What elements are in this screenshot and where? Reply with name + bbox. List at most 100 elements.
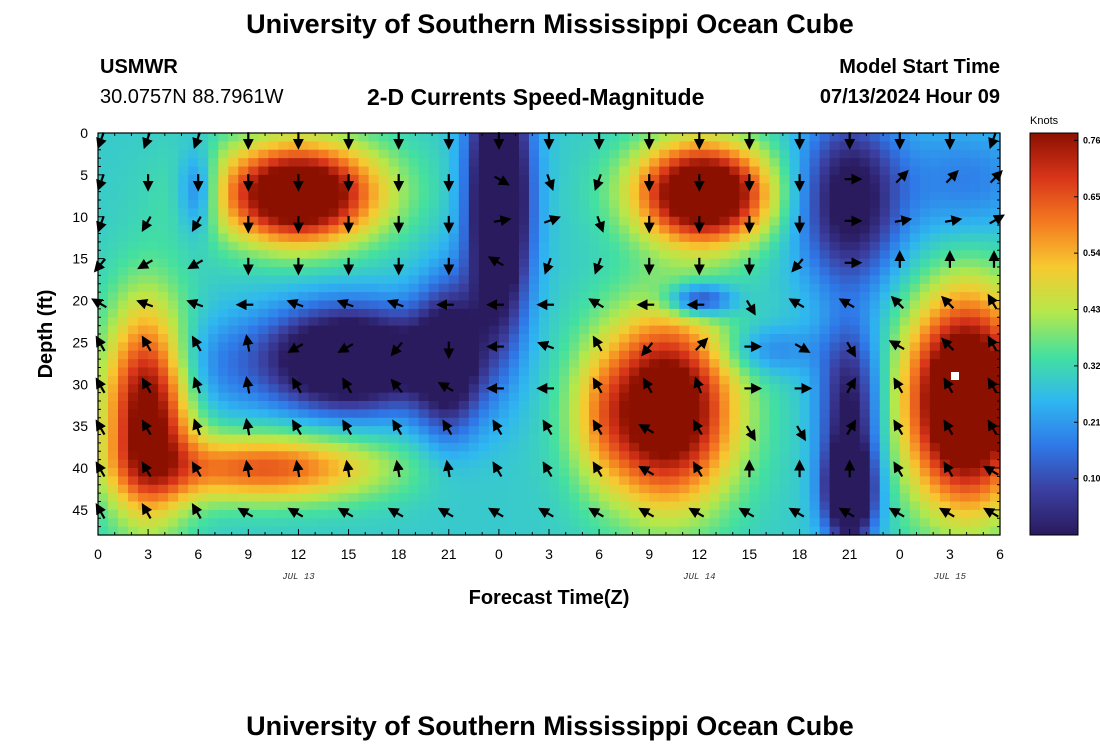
heatmap-cell (428, 300, 440, 310)
heatmap-cell (719, 426, 730, 436)
heatmap-cell (118, 174, 129, 184)
heatmap-cell (629, 241, 640, 251)
heatmap-cell (538, 216, 550, 226)
heatmap-cell (849, 133, 861, 142)
current-vector (543, 215, 561, 226)
heatmap-cell (438, 166, 450, 176)
heatmap-cell (759, 241, 771, 251)
heatmap-cell (759, 292, 771, 302)
heatmap-cell (559, 258, 570, 268)
heatmap-cell (929, 459, 941, 469)
heatmap-cell (478, 350, 490, 360)
heatmap-cell (358, 334, 370, 343)
heatmap-cell (949, 434, 961, 444)
heatmap-cell (709, 350, 720, 360)
heatmap-cell (759, 518, 771, 528)
heatmap-cell (508, 459, 520, 469)
heatmap-cell (919, 158, 931, 168)
heatmap-cell (498, 509, 510, 519)
heatmap-cell (348, 384, 360, 394)
heatmap-cell (518, 241, 530, 251)
heatmap-cell (138, 484, 149, 494)
heatmap-cell (198, 174, 209, 184)
heatmap-cell (729, 334, 741, 343)
heatmap-cell (128, 250, 139, 260)
heatmap-cell (98, 350, 109, 360)
heatmap-cell (599, 484, 610, 494)
heatmap-cell (909, 241, 921, 251)
heatmap-cell (108, 317, 119, 327)
heatmap-cell (649, 409, 660, 419)
heatmap-cell (308, 158, 320, 168)
heatmap-cell (899, 317, 911, 327)
heatmap-cell (809, 417, 821, 427)
heatmap-cell (448, 292, 460, 302)
heatmap-cell (729, 501, 741, 511)
heatmap-cell (158, 191, 169, 201)
heatmap-cell (559, 526, 570, 536)
heatmap-cell (669, 267, 680, 276)
heatmap-cell (358, 451, 370, 461)
heatmap-cell (238, 526, 249, 536)
heatmap-cell (318, 493, 330, 503)
heatmap-cell (488, 241, 500, 251)
heatmap-cell (478, 283, 490, 293)
heatmap-cell (879, 442, 891, 452)
heatmap-cell (929, 434, 941, 444)
heatmap-cell (619, 426, 630, 436)
heatmap-cell (869, 359, 881, 369)
heatmap-cell (278, 334, 290, 343)
heatmap-cell (478, 233, 490, 243)
heatmap-cell (348, 233, 360, 243)
heatmap-cell (328, 442, 340, 452)
heatmap-cell (829, 526, 841, 536)
heatmap-cell (318, 166, 330, 176)
heatmap-cell (739, 133, 751, 142)
heatmap-cell (428, 484, 440, 494)
current-vector (191, 335, 203, 352)
heatmap-cell (98, 442, 109, 452)
heatmap-cell (508, 166, 520, 176)
heatmap-cell (408, 526, 420, 536)
heatmap-cell (228, 359, 239, 369)
heatmap-cell (508, 359, 520, 369)
heatmap-cell (98, 183, 109, 193)
heatmap-cell (589, 359, 600, 369)
heatmap-cell (388, 518, 400, 528)
heatmap-cell (198, 392, 209, 402)
heatmap-cell (849, 208, 861, 218)
heatmap-cell (358, 342, 370, 352)
heatmap-cell (318, 250, 330, 260)
heatmap-cell (458, 526, 470, 536)
heatmap-cell (458, 501, 470, 511)
heatmap-cell (508, 275, 520, 285)
heatmap-cell (689, 275, 700, 285)
heatmap-cell (348, 317, 360, 327)
heatmap-cell (148, 409, 159, 419)
heatmap-cell (168, 359, 179, 369)
heatmap-cell (538, 325, 550, 335)
heatmap-cell (819, 200, 831, 209)
heatmap-cell (949, 325, 961, 335)
heatmap-cell (789, 149, 801, 159)
heatmap-cell (669, 250, 680, 260)
heatmap-cell (639, 442, 650, 452)
heatmap-cell (929, 409, 941, 419)
heatmap-cell (398, 183, 410, 193)
heatmap-cell (719, 275, 730, 285)
heatmap-cell (879, 367, 891, 377)
heatmap-cell (649, 141, 660, 151)
heatmap-cell (488, 451, 500, 461)
heatmap-cell (178, 468, 189, 477)
heatmap-cell (508, 375, 520, 385)
x-axis-label: Forecast Time(Z) (469, 587, 630, 609)
heatmap-cell (579, 317, 590, 327)
heatmap-cell (518, 191, 530, 201)
heatmap-cell (218, 409, 229, 419)
heatmap-cell (278, 367, 290, 377)
heatmap-cell (298, 141, 310, 151)
heatmap-cell (799, 267, 811, 276)
heatmap-cell (468, 275, 480, 285)
heatmap-cell (919, 518, 931, 528)
heatmap-cell (518, 434, 530, 444)
